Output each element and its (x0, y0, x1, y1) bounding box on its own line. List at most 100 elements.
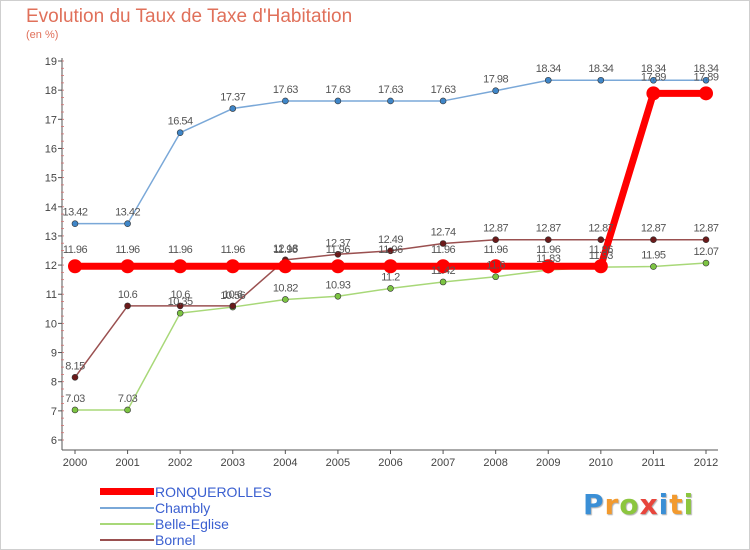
data-label: 17.89 (641, 71, 666, 83)
data-label: 11.6 (486, 260, 505, 272)
data-label: 10.82 (273, 282, 298, 294)
data-point (229, 105, 237, 112)
y-tick-label: 13 (45, 231, 57, 243)
data-point (176, 309, 184, 317)
logo-letter: r (604, 488, 620, 521)
data-point (439, 240, 447, 247)
data-label: 17.63 (273, 84, 298, 96)
data-label: 11.96 (326, 244, 351, 256)
data-point (334, 97, 342, 105)
series-markers (68, 76, 713, 414)
legend-swatch (100, 539, 154, 541)
data-point (229, 302, 237, 310)
logo-letter: t (669, 488, 684, 521)
data-label: 17.63 (325, 84, 350, 96)
data-label: 12.87 (641, 223, 666, 235)
x-tick-label: 2012 (694, 457, 718, 469)
data-label: 11.83 (536, 253, 561, 265)
data-point (334, 292, 342, 300)
data-point (650, 263, 657, 270)
data-point (492, 236, 499, 244)
data-point (173, 259, 188, 274)
data-label: 16.54 (168, 116, 193, 128)
data-label: 11.96 (221, 244, 246, 256)
logo-letter: P (583, 488, 605, 521)
x-tick-label: 2002 (168, 457, 192, 469)
data-point (71, 374, 79, 381)
data-label: 7.03 (65, 393, 85, 405)
data-label: 10.6 (118, 289, 138, 301)
data-point (702, 236, 710, 244)
chart-subtitle: (en %) (26, 29, 59, 41)
data-point (176, 129, 184, 137)
data-label: 11.96 (431, 244, 456, 256)
data-point (330, 259, 345, 274)
data-point (124, 406, 131, 414)
series-line-belle-eglise (75, 262, 707, 411)
data-label: 11.96 (115, 244, 140, 256)
data-point (334, 250, 342, 258)
data-label: 11.96 (378, 244, 403, 256)
data-point (544, 236, 552, 244)
legend-label: RONQUEROLLES (155, 484, 272, 500)
data-point (439, 278, 447, 286)
data-point (541, 259, 556, 274)
data-point (702, 76, 710, 84)
y-tick-label: 11 (46, 289, 57, 301)
y-tick-label: 8 (51, 377, 57, 389)
y-tick-label: 17 (45, 114, 57, 126)
y-tick-label: 16 (45, 143, 57, 155)
y-tick-label: 19 (45, 56, 57, 68)
y-tick-label: 14 (45, 202, 57, 214)
data-label: 10.56 (220, 290, 245, 302)
legend-label: Bornel (155, 532, 196, 548)
y-tick-label: 15 (45, 173, 57, 185)
data-point (597, 76, 605, 84)
data-label: 12.87 (536, 223, 561, 235)
logo-letter: i (658, 488, 670, 521)
data-point (176, 302, 184, 310)
data-label: 12.18 (273, 243, 298, 255)
x-tick-label: 2009 (536, 457, 560, 469)
data-label: 11.96 (63, 244, 88, 256)
y-tick-label: 6 (51, 435, 57, 447)
data-point (597, 236, 605, 244)
data-label: 11.95 (641, 250, 666, 262)
data-label: 10.35 (168, 296, 193, 308)
data-point (702, 259, 710, 267)
data-point (436, 259, 451, 274)
data-label: 13.42 (115, 207, 140, 219)
logo-letter: o (619, 488, 640, 521)
data-label: 18.34 (641, 63, 666, 75)
data-point (699, 86, 713, 101)
data-label: 10.6 (223, 289, 243, 301)
data-point (71, 220, 79, 227)
x-tick-label: 2005 (326, 457, 350, 469)
data-label: 13.42 (62, 207, 87, 219)
data-label: 11.2 (381, 271, 400, 283)
data-label: 11.96 (168, 244, 193, 256)
x-tick-label: 2006 (378, 457, 402, 469)
data-point (383, 259, 398, 274)
y-tick-label: 12 (45, 260, 57, 272)
legend-swatch (100, 523, 154, 525)
data-label: 11.96 (484, 244, 509, 256)
data-label: 12.37 (325, 237, 350, 249)
axes: 6 7 8 9 10 11 12 13 14 15 16 17 18 19 2000 2001 2002 2003… (45, 56, 718, 469)
logo-letter: x (639, 488, 659, 521)
legend-label: Chambly (155, 500, 211, 516)
proxiti-logo: Proxiti (583, 488, 694, 521)
y-tick-label: 7 (51, 406, 57, 418)
data-label: 11.96 (273, 244, 298, 256)
data-point (439, 97, 447, 105)
data-label: 11.96 (589, 244, 614, 256)
data-point (120, 259, 135, 274)
data-point (387, 97, 394, 105)
data-point (68, 259, 82, 274)
data-point (124, 220, 131, 227)
data-label: 17.98 (483, 74, 508, 86)
data-label: 12.49 (378, 234, 403, 246)
data-label: 18.34 (536, 63, 561, 75)
data-label: 11.96 (536, 244, 561, 256)
data-label: 18.34 (693, 63, 718, 75)
